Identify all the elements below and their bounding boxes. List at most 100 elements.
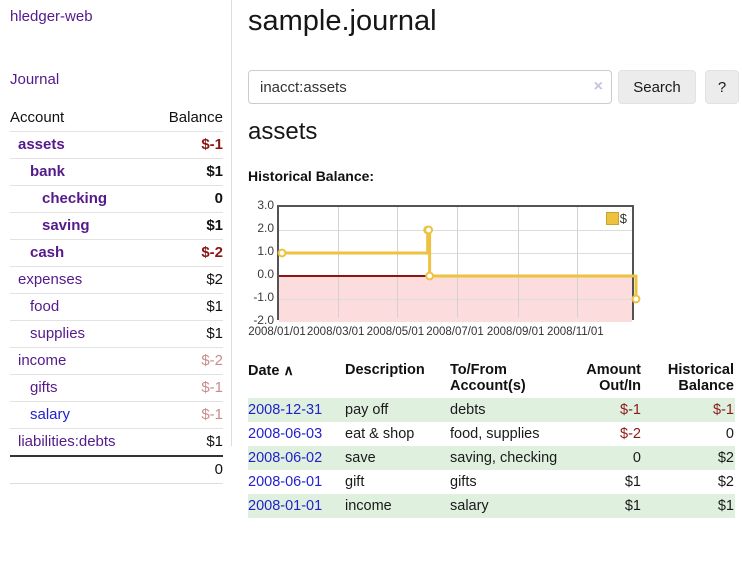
sidebar-account-link[interactable]: gifts <box>30 379 58 396</box>
chart-title: Historical Balance: <box>248 168 375 184</box>
y-axis-tick-label: -1.0 <box>253 290 274 304</box>
date-link[interactable]: 2008-06-03 <box>248 426 323 442</box>
description-cell: pay off <box>345 402 389 418</box>
sidebar-account-link[interactable]: supplies <box>30 325 86 342</box>
page-title: sample.journal <box>248 5 437 37</box>
amount-cell: 0 <box>632 450 641 466</box>
balance-cell: $-1 <box>713 402 734 418</box>
balance-cell: $1 <box>717 498 734 514</box>
account-balance: $-1 <box>150 131 223 159</box>
register-row: 2008-06-02 save saving, checking 0 $2 <box>248 446 735 470</box>
help-button[interactable]: ? <box>705 70 739 104</box>
register-col-accounts[interactable]: To/From Account(s) <box>450 362 526 394</box>
account-row: cash $-2 <box>10 239 223 267</box>
v-gridline <box>397 207 398 318</box>
h-gridline <box>279 230 632 231</box>
accounts-col-balance: Balance <box>168 109 223 126</box>
x-axis-tick-label: 2008/11/01 <box>546 326 604 338</box>
search-button[interactable]: Search <box>618 70 696 104</box>
account-balance: $-2 <box>150 347 223 375</box>
register-col-description[interactable]: Description <box>345 362 425 378</box>
accounts-cell: salary <box>450 498 489 514</box>
description-cell: eat & shop <box>345 426 415 442</box>
balance-cell: $2 <box>717 474 734 490</box>
accounts-col-account: Account <box>10 109 65 126</box>
account-balance: $2 <box>150 266 223 294</box>
y-axis-tick-label: -2.0 <box>253 313 274 327</box>
sidebar-item-journal[interactable]: Journal <box>10 71 60 88</box>
date-link[interactable]: 2008-06-02 <box>248 450 323 466</box>
h-gridline <box>279 253 632 254</box>
account-balance: $1 <box>150 428 223 456</box>
sidebar-account-link[interactable]: income <box>18 352 67 369</box>
v-gridline <box>577 207 578 318</box>
x-axis-tick-label: 2008/07/01 <box>426 326 484 338</box>
account-row: income $-2 <box>10 347 223 375</box>
x-axis-tick-label: 2008/03/01 <box>306 326 365 338</box>
legend-label: $ <box>619 211 627 226</box>
accounts-total-value: 0 <box>150 455 223 484</box>
date-cell: 2008-06-01 <box>248 470 345 494</box>
register-row: 2008-06-03 eat & shop food, supplies $-2 0 <box>248 422 735 446</box>
sidebar-account-link[interactable]: food <box>30 298 60 315</box>
legend-swatch-icon <box>605 212 619 225</box>
accounts-cell: debts <box>450 402 486 418</box>
register-row: 2008-12-31 pay off debts $-1 $-1 <box>248 398 735 422</box>
v-gridline <box>457 207 458 318</box>
account-row: assets $-1 <box>10 131 223 159</box>
chart-legend: $ <box>605 211 627 226</box>
register-col-date[interactable]: Date ∧ <box>248 362 294 379</box>
chart-plot-area[interactable]: $ <box>277 205 641 322</box>
register-col-balance[interactable]: Historical Balance <box>667 362 734 394</box>
account-balance: $1 <box>150 320 223 348</box>
sidebar-account-link[interactable]: expenses <box>18 271 83 288</box>
sort-asc-icon: ∧ <box>283 362 294 378</box>
sidebar-account-link[interactable]: bank <box>30 163 66 180</box>
sidebar: hledger-web Journal Account Balance asse… <box>0 0 232 484</box>
x-axis-tick-label: 2008/01/01 <box>248 326 306 338</box>
amount-cell: $1 <box>624 498 641 514</box>
register-col-amount[interactable]: Amount Out/In <box>586 362 641 394</box>
date-cell: 2008-06-02 <box>248 446 345 470</box>
accounts-total-row: 0 <box>10 455 223 484</box>
brand-link[interactable]: hledger-web <box>10 8 93 25</box>
account-balance: $1 <box>150 158 223 186</box>
y-axis-tick-label: 2.0 <box>257 221 274 235</box>
date-link[interactable]: 2008-06-01 <box>248 474 323 490</box>
date-cell: 2008-12-31 <box>248 398 345 422</box>
account-row: saving $1 <box>10 212 223 240</box>
date-cell: 2008-01-01 <box>248 494 345 518</box>
description-cell: income <box>345 498 392 514</box>
sidebar-account-link[interactable]: checking <box>42 190 108 207</box>
h-gridline <box>279 299 632 300</box>
sidebar-account-link[interactable]: liabilities:debts <box>18 433 116 450</box>
account-row: checking 0 <box>10 185 223 213</box>
accounts-cell: gifts <box>450 474 477 490</box>
balance-line-series <box>277 225 641 304</box>
date-link[interactable]: 2008-01-01 <box>248 498 323 514</box>
sidebar-account-link[interactable]: assets <box>18 136 65 153</box>
account-row: expenses $2 <box>10 266 223 294</box>
date-link[interactable]: 2008-12-31 <box>248 402 323 418</box>
main-panel: sample.journal × Search ? assets Histori… <box>248 0 739 582</box>
register-row: 2008-06-01 gift gifts $1 $2 <box>248 470 735 494</box>
data-point[interactable] <box>277 248 287 258</box>
x-axis-tick-label: 2008/09/01 <box>486 326 545 338</box>
search-input[interactable] <box>248 70 612 104</box>
y-axis-tick-label: 0.0 <box>257 267 274 281</box>
account-row: salary $-1 <box>10 401 223 429</box>
data-point[interactable] <box>631 294 641 304</box>
sidebar-account-link[interactable]: saving <box>42 217 90 234</box>
amount-cell: $1 <box>624 474 641 490</box>
account-heading: assets <box>248 118 318 145</box>
data-point[interactable] <box>424 225 434 235</box>
sidebar-account-link[interactable]: salary <box>30 406 71 423</box>
y-axis-tick-label: 3.0 <box>257 198 274 212</box>
description-cell: gift <box>345 474 365 490</box>
data-point[interactable] <box>425 271 435 281</box>
account-balance: $-2 <box>150 239 223 267</box>
date-cell: 2008-06-03 <box>248 422 345 446</box>
sidebar-account-link[interactable]: cash <box>30 244 65 261</box>
clear-search-icon[interactable]: × <box>593 78 603 95</box>
description-cell: save <box>345 450 376 466</box>
